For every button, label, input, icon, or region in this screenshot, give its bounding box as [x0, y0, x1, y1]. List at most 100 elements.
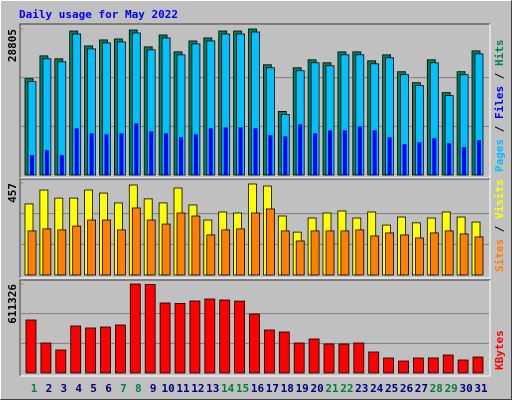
bar: [293, 342, 305, 374]
legend: KBytes: [493, 330, 506, 370]
frame: [20, 179, 491, 279]
bar: [280, 230, 290, 276]
legend-entry: Sites: [493, 239, 506, 272]
legend-entry: Visits: [493, 179, 506, 219]
bar: [44, 150, 49, 175]
x-tick-label: 1: [31, 382, 38, 395]
x-tick-label: 24: [370, 382, 384, 395]
bar: [55, 349, 67, 374]
frame: [19, 279, 490, 376]
bar: [472, 356, 484, 374]
bar: [385, 232, 395, 276]
bar: [208, 128, 213, 175]
y-tick-label: 611326: [6, 284, 19, 324]
bar: [249, 313, 260, 374]
bar: [313, 133, 318, 175]
bar: [412, 357, 424, 374]
x-tick-label: 18: [281, 382, 294, 395]
bar: [253, 128, 258, 175]
bar: [342, 130, 347, 175]
x-tick-label: 10: [161, 382, 174, 395]
bar: [444, 230, 454, 276]
legend-entry: Hits: [493, 40, 506, 67]
x-tick-label: 4: [75, 382, 82, 395]
bar: [328, 130, 332, 175]
bar: [432, 138, 437, 175]
chart-title: Daily usage for May 2022: [19, 8, 178, 21]
x-tick-label: 31: [474, 382, 488, 395]
x-tick-label: 9: [150, 382, 157, 395]
bar: [27, 230, 37, 276]
bar: [283, 136, 288, 175]
x-tick-label: 6: [105, 382, 112, 395]
legend-separator: /: [493, 119, 506, 139]
bar: [119, 133, 124, 175]
x-tick-label: 8: [135, 382, 142, 395]
bar: [117, 229, 126, 276]
bar: [417, 142, 422, 175]
bar: [477, 140, 481, 175]
bar: [87, 219, 96, 276]
bar: [308, 338, 320, 374]
bar: [129, 283, 141, 374]
bar: [295, 240, 305, 276]
bar: [102, 219, 111, 276]
bar: [278, 331, 290, 374]
x-tick-label: 14: [221, 382, 235, 395]
x-tick-label: 23: [355, 382, 368, 395]
legend: Pages / Files / Hits: [493, 40, 506, 173]
bar: [323, 343, 335, 374]
bar: [251, 212, 260, 276]
bar: [161, 223, 171, 276]
bar: [104, 134, 109, 175]
bar: [268, 135, 273, 175]
bar: [206, 234, 216, 276]
bar: [447, 143, 452, 175]
bar: [414, 237, 424, 276]
x-tick-label: 19: [296, 382, 309, 395]
bar: [221, 229, 231, 276]
x-tick-label: 20: [310, 382, 323, 395]
legend-entry: KBytes: [493, 330, 506, 370]
x-tick-label: 11: [176, 382, 190, 395]
y-tick-label: 28805: [6, 29, 19, 62]
bar: [383, 357, 395, 374]
x-tick-label: 13: [206, 382, 219, 395]
bar: [236, 228, 246, 276]
bar: [353, 342, 365, 374]
x-tick-label: 28: [430, 382, 443, 395]
x-tick-label: 22: [340, 382, 353, 395]
x-tick-label: 3: [60, 382, 67, 395]
bar: [40, 342, 52, 374]
x-tick-label: 12: [191, 382, 204, 395]
bar: [115, 324, 126, 374]
bar: [234, 300, 246, 374]
legend-entry: Pages: [493, 139, 506, 172]
x-tick-label: 21: [325, 382, 339, 395]
x-tick-label: 25: [385, 382, 398, 395]
bar: [368, 351, 380, 374]
bar: [355, 229, 365, 276]
bar: [59, 155, 64, 175]
frame: [20, 24, 491, 179]
bar: [193, 134, 198, 175]
bar: [176, 212, 186, 276]
bar: [400, 234, 409, 276]
bar: [357, 126, 362, 175]
bar: [474, 236, 484, 276]
legend-separator: /: [493, 219, 506, 239]
bar: [338, 343, 350, 374]
bar: [30, 155, 34, 175]
bar: [174, 303, 186, 374]
bar: [164, 133, 169, 175]
bar: [298, 124, 303, 175]
bar: [74, 128, 79, 175]
legend-entry: Files: [493, 86, 506, 119]
bar: [25, 319, 37, 374]
bar: [459, 233, 469, 276]
bar: [387, 137, 392, 175]
bar: [370, 235, 380, 276]
bar: [427, 357, 439, 374]
frame: [19, 178, 490, 278]
bar: [398, 360, 409, 374]
